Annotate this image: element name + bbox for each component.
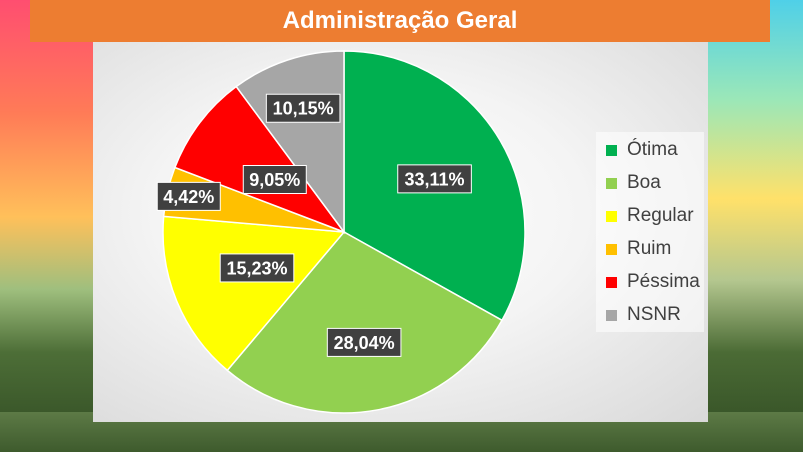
legend-label: Boa xyxy=(627,172,661,193)
title-bar: Administração Geral xyxy=(30,0,770,42)
legend-item-regular: Regular xyxy=(606,202,694,230)
data-label-box xyxy=(156,181,221,211)
legend-label: Ruim xyxy=(627,238,672,259)
data-label-box xyxy=(265,93,341,123)
chart-legend: Ótima Boa Regular Ruim Péssima NSNR xyxy=(596,132,704,332)
legend-swatch xyxy=(606,210,617,222)
data-label-text: 15,23% xyxy=(226,258,287,278)
background-left xyxy=(0,0,100,452)
legend-swatch xyxy=(606,177,617,189)
pie-slice-regular xyxy=(162,215,346,372)
data-label-ruim: 4,42% xyxy=(156,181,221,211)
background-right xyxy=(703,0,803,452)
data-label-text: 4,42% xyxy=(163,187,214,207)
data-label-pessima: 9,05% xyxy=(242,165,307,195)
legend-swatch xyxy=(606,309,617,321)
pie-slice-pessima xyxy=(173,85,347,234)
data-label-box xyxy=(219,253,295,283)
legend-label: NSNR xyxy=(627,304,681,325)
data-label-text: 10,15% xyxy=(273,99,334,119)
data-label-nsnr: 10,15% xyxy=(265,93,341,123)
data-label-box xyxy=(397,164,472,194)
legend-item-boa: Boa xyxy=(606,169,661,197)
legend-swatch xyxy=(606,276,617,288)
chart-title: Administração Geral xyxy=(282,7,518,34)
legend-item-otima: Ótima xyxy=(606,136,678,164)
data-label-regular: 15,23% xyxy=(219,253,295,283)
data-label-otima: 33,11% xyxy=(397,164,472,194)
data-label-text: 9,05% xyxy=(249,170,300,190)
pie-slice-boa xyxy=(226,231,504,414)
data-label-boa: 28,04% xyxy=(326,327,402,357)
data-label-text: 33,11% xyxy=(405,169,465,189)
legend-item-pessima: Péssima xyxy=(606,268,700,296)
legend-swatch xyxy=(606,243,617,255)
data-label-box xyxy=(326,327,402,357)
legend-swatch xyxy=(606,144,617,156)
legend-label: Ótima xyxy=(627,139,678,160)
legend-label: Péssima xyxy=(627,271,700,292)
legend-item-nsnr: NSNR xyxy=(606,301,681,329)
data-label-text: 28,04% xyxy=(334,333,395,353)
data-label-box xyxy=(242,165,307,195)
legend-item-ruim: Ruim xyxy=(606,235,671,263)
legend-label: Regular xyxy=(627,205,694,226)
